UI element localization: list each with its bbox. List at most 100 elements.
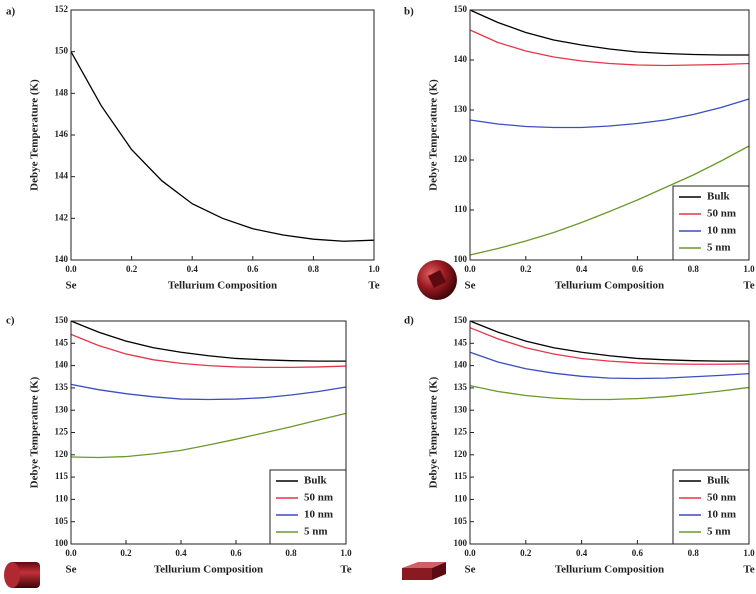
- y-tick-label: 110: [454, 204, 468, 214]
- x-tick-label: 0.0: [464, 264, 476, 274]
- y-tick-label: 140: [55, 360, 69, 370]
- y-axis-title: Debye Temperature (K): [428, 376, 440, 488]
- series-line: [469, 145, 750, 256]
- y-tick-label: 150: [55, 46, 69, 56]
- y-tick-label: 150: [454, 4, 468, 14]
- x-start-label: Se: [465, 280, 476, 292]
- x-axis-title: Tellurium Composition: [168, 280, 277, 292]
- legend-label: Bulk: [707, 191, 731, 203]
- legend-label: 10 nm: [304, 509, 333, 521]
- y-tick-label: 145: [55, 337, 69, 347]
- panel-label: b): [404, 6, 414, 18]
- plot-frame: [469, 320, 750, 545]
- x-start-label: Se: [66, 280, 77, 292]
- x-tick-label: 0.8: [285, 548, 297, 558]
- y-tick-label: 146: [55, 129, 69, 139]
- y-tick-label: 115: [55, 471, 69, 481]
- x-tick-label: 0.8: [688, 264, 700, 274]
- legend-label: 5 nm: [707, 242, 731, 254]
- y-tick-label: 144: [55, 171, 69, 181]
- x-tick-label: 1.0: [368, 264, 380, 274]
- y-tick-label: 142: [55, 212, 69, 222]
- plot-frame: [70, 320, 347, 545]
- y-tick-label: 125: [55, 427, 69, 437]
- x-axis-title: Tellurium Composition: [154, 564, 263, 576]
- panel-label: a): [6, 6, 16, 18]
- legend-label: 10 nm: [707, 509, 736, 521]
- y-tick-label: 152: [55, 4, 69, 14]
- x-tick-label: 0.8: [308, 264, 320, 274]
- y-tick-label: 148: [55, 87, 69, 97]
- y-axis-title: Debye Temperature (K): [428, 79, 440, 191]
- y-tick-label: 110: [55, 493, 69, 503]
- y-tick-label: 120: [454, 449, 468, 459]
- y-tick-label: 130: [55, 404, 69, 414]
- y-tick-label: 140: [55, 254, 69, 264]
- x-tick-label: 1.0: [743, 264, 755, 274]
- y-tick-label: 120: [55, 449, 69, 459]
- y-tick-label: 105: [454, 516, 468, 526]
- y-tick-label: 120: [454, 154, 468, 164]
- y-tick-label: 100: [454, 254, 468, 264]
- y-tick-label: 110: [454, 493, 468, 503]
- x-tick-label: 0.6: [247, 264, 259, 274]
- sphere-icon: [417, 260, 457, 300]
- x-tick-label: 0.2: [126, 264, 138, 274]
- x-tick-label: 0.0: [65, 548, 77, 558]
- legend-label: 5 nm: [304, 526, 328, 538]
- y-tick-label: 135: [454, 382, 468, 392]
- series-line: [469, 351, 750, 380]
- y-axis-title: Debye Temperature (K): [29, 376, 41, 488]
- y-tick-label: 105: [55, 516, 69, 526]
- series-line: [469, 327, 750, 365]
- cylinder-icon: [4, 562, 40, 588]
- x-tick-label: 0.6: [632, 264, 644, 274]
- x-tick-label: 0.4: [187, 264, 199, 274]
- x-tick-label: 0.8: [688, 548, 700, 558]
- y-tick-label: 150: [454, 315, 468, 325]
- y-tick-label: 100: [55, 538, 69, 548]
- x-axis-title: Tellurium Composition: [555, 280, 664, 292]
- x-tick-label: 0.6: [632, 548, 644, 558]
- y-tick-label: 150: [55, 315, 69, 325]
- y-tick-label: 115: [454, 471, 468, 481]
- x-tick-label: 1.0: [340, 548, 352, 558]
- y-tick-label: 140: [454, 360, 468, 370]
- x-axis-title: Tellurium Composition: [555, 564, 664, 576]
- series-line: [70, 51, 375, 242]
- panel-label: c): [6, 315, 15, 327]
- x-tick-label: 0.2: [520, 548, 532, 558]
- x-end-label: Te: [368, 280, 379, 292]
- x-tick-label: 0.0: [65, 264, 77, 274]
- plot-frame: [70, 9, 375, 261]
- x-tick-label: 0.0: [464, 548, 476, 558]
- legend-label: 50 nm: [707, 208, 736, 220]
- y-tick-label: 100: [454, 538, 468, 548]
- y-tick-label: 125: [454, 427, 468, 437]
- x-start-label: Se: [465, 564, 476, 576]
- series-line: [70, 412, 347, 459]
- y-tick-label: 130: [454, 104, 468, 114]
- legend-label: 50 nm: [707, 492, 736, 504]
- x-tick-label: 0.2: [520, 264, 532, 274]
- series-line: [469, 98, 750, 129]
- series-line: [469, 9, 749, 56]
- series-line: [469, 320, 749, 362]
- x-tick-label: 0.6: [230, 548, 242, 558]
- y-tick-label: 135: [55, 382, 69, 392]
- x-end-label: Te: [743, 564, 754, 576]
- legend-label: Bulk: [304, 475, 328, 487]
- series-line: [70, 333, 347, 369]
- x-end-label: Te: [340, 564, 351, 576]
- series-line: [70, 320, 346, 362]
- x-tick-label: 0.4: [175, 548, 187, 558]
- y-tick-label: 140: [454, 54, 468, 64]
- x-tick-label: 0.4: [576, 264, 588, 274]
- legend-label: 5 nm: [707, 526, 731, 538]
- y-tick-label: 130: [454, 404, 468, 414]
- x-start-label: Se: [66, 564, 77, 576]
- x-tick-label: 1.0: [743, 548, 755, 558]
- slab-icon: [402, 562, 446, 580]
- x-tick-label: 0.4: [576, 548, 588, 558]
